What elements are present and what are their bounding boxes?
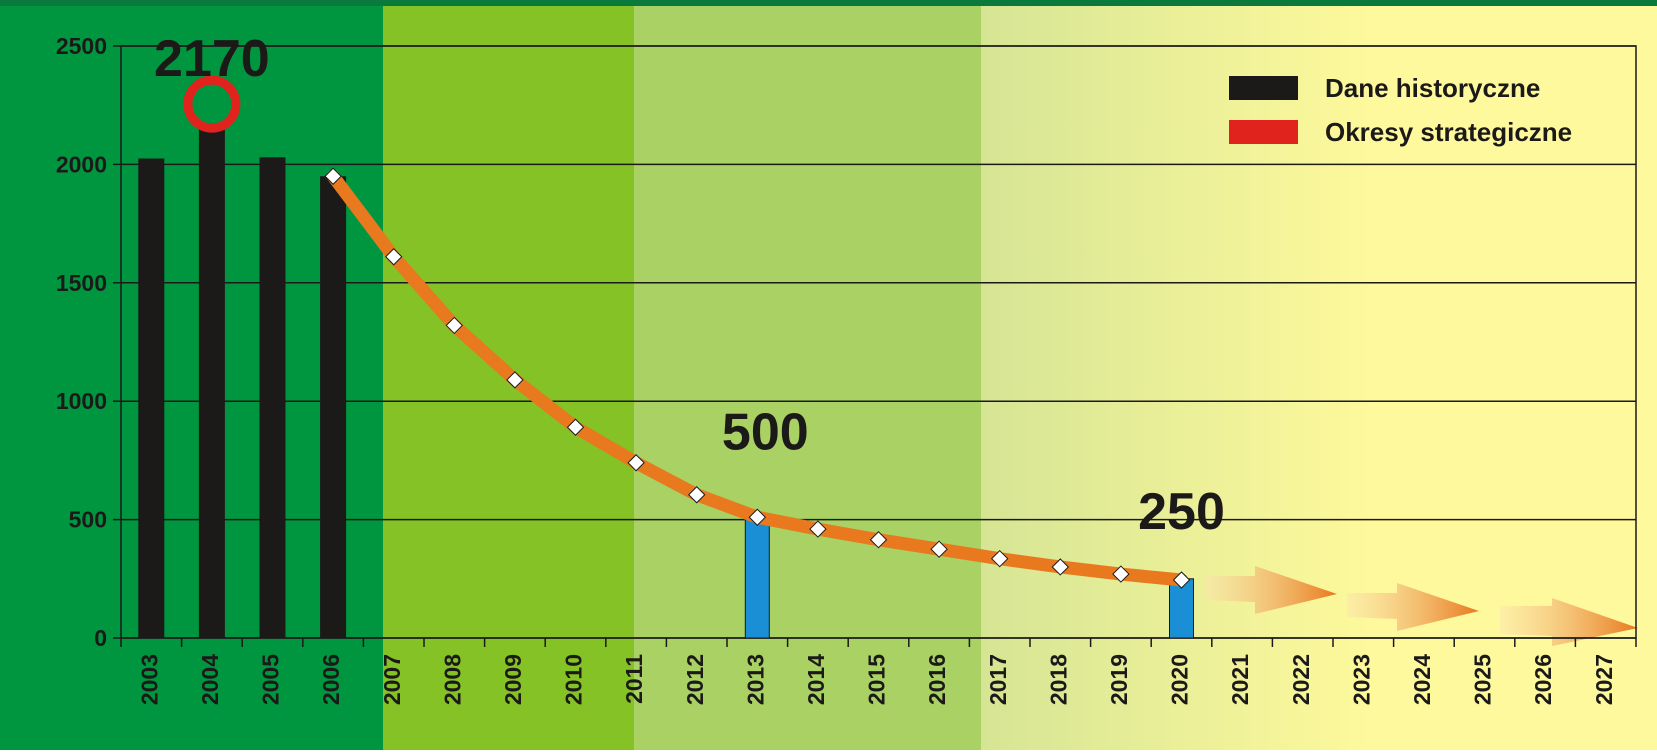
x-tick-label: 2023 <box>1348 654 1374 705</box>
bar <box>198 124 225 639</box>
x-tick-label: 2012 <box>682 654 708 705</box>
x-tick-label: 2007 <box>379 654 405 705</box>
band <box>634 6 981 750</box>
bar <box>744 519 770 639</box>
bar <box>320 176 347 639</box>
x-tick-label: 2024 <box>1409 654 1435 705</box>
band <box>0 6 383 750</box>
y-tick-label: 0 <box>94 625 107 651</box>
y-tick-label: 1500 <box>56 270 107 296</box>
line-marker <box>324 167 342 185</box>
line-marker <box>566 418 585 436</box>
line-marker <box>1112 565 1130 583</box>
x-tick-label: 2022 <box>1288 654 1314 705</box>
line-marker <box>506 371 524 389</box>
annotation: 2170 <box>154 30 270 88</box>
line-marker <box>748 508 767 526</box>
x-tick-label: 2010 <box>561 654 587 705</box>
y-tick-label: 500 <box>69 507 107 533</box>
annotation: 500 <box>722 404 809 462</box>
x-tick-label: 2019 <box>1106 654 1132 705</box>
x-tick-label: 2006 <box>318 654 344 705</box>
line-marker <box>384 248 403 266</box>
x-tick-label: 2015 <box>864 654 890 705</box>
x-tick-label: 2026 <box>1530 654 1556 705</box>
x-tick-label: 2018 <box>1045 654 1071 705</box>
y-tick-label: 2500 <box>56 33 107 59</box>
x-tick-label: 2013 <box>742 654 768 705</box>
line-marker <box>809 520 827 538</box>
annotation: 250 <box>1138 483 1225 541</box>
line-marker <box>687 486 706 504</box>
arrow <box>1205 566 1337 614</box>
x-tick-label: 2016 <box>924 654 950 705</box>
arrow <box>1347 583 1479 631</box>
x-tick-label: 2027 <box>1591 654 1617 705</box>
x-tick-label: 2020 <box>1167 654 1193 705</box>
line-marker <box>930 540 948 558</box>
line-marker <box>627 454 645 472</box>
legend-label: Dane historyczne <box>1325 73 1540 103</box>
x-tick-label: 2021 <box>1227 654 1253 705</box>
x-tick-label: 2005 <box>258 654 284 705</box>
strategic-marker <box>183 75 241 133</box>
legend-swatch <box>1229 76 1298 100</box>
x-tick-label: 2008 <box>439 654 465 705</box>
x-tick-label: 2011 <box>621 654 647 704</box>
legend-swatch <box>1229 120 1298 144</box>
x-tick-label: 2014 <box>803 654 829 705</box>
y-tick-label: 1000 <box>56 388 107 414</box>
x-tick-label: 2025 <box>1470 654 1496 705</box>
arrow <box>1500 598 1638 646</box>
line-marker <box>1172 571 1191 589</box>
x-tick-label: 2017 <box>985 654 1011 705</box>
x-tick-label: 2004 <box>197 654 223 705</box>
plot: 0 500 1000 1500 2000 2500 2003 2004 2005 2006 2007… <box>56 30 1637 705</box>
x-tick-label: 2003 <box>136 654 162 705</box>
bar <box>138 158 165 639</box>
line-marker <box>445 316 464 335</box>
line-marker <box>869 531 888 549</box>
y-tick-label: 2000 <box>56 151 107 177</box>
legend-label: Okresy strategiczne <box>1325 117 1572 147</box>
bar <box>259 157 286 638</box>
line-marker <box>1051 558 1070 576</box>
x-tick-label: 2009 <box>500 654 526 705</box>
line-marker <box>990 549 1009 568</box>
